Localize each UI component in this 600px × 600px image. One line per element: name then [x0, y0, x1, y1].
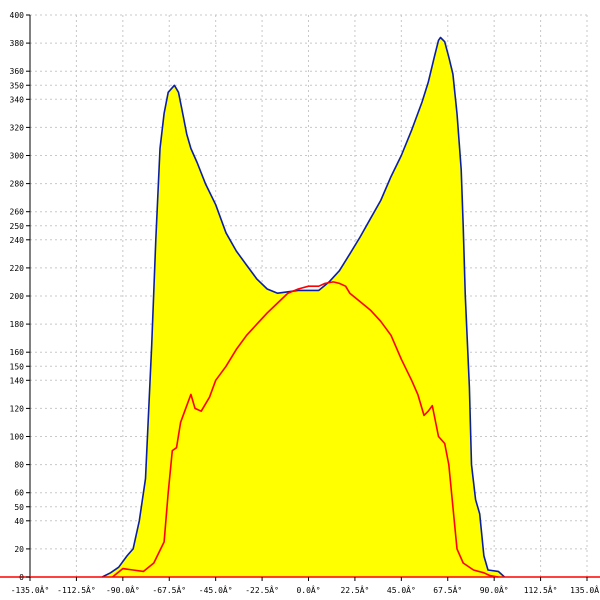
y-tick-label: 400: [10, 11, 25, 20]
series-1-line: [111, 281, 499, 578]
x-tick-label: -90.0Â°: [106, 584, 140, 595]
series-0-area: [102, 37, 505, 577]
y-tick-label: 380: [10, 39, 25, 48]
y-tick-label: 180: [10, 320, 25, 329]
y-tick-label: 140: [10, 376, 25, 385]
y-tick-label: 300: [10, 152, 25, 161]
y-tick-label: 320: [10, 123, 25, 132]
y-tick-label: 360: [10, 67, 25, 76]
y-tick-label: 80: [14, 461, 24, 470]
y-tick-label: 100: [10, 433, 25, 442]
y-tick-label: 0: [19, 573, 24, 582]
x-tick-label: 112.5Â°: [524, 584, 558, 595]
x-tick-label: -112.5Â°: [57, 584, 96, 595]
y-tick-label: 340: [10, 95, 25, 104]
y-tick-label: 120: [10, 404, 25, 413]
x-tick-label: 45.0Â°: [387, 584, 416, 595]
y-tick-label: 50: [14, 503, 24, 512]
y-tick-label: 280: [10, 180, 25, 189]
y-tick-label: 60: [14, 489, 24, 498]
y-tick-label: 260: [10, 208, 25, 217]
x-tick-label: -135.0Â°: [11, 584, 50, 595]
y-tick-label: 240: [10, 236, 25, 245]
x-tick-label: -67.5Â°: [152, 584, 186, 595]
y-tick-label: 160: [10, 348, 25, 357]
y-tick-label: 220: [10, 264, 25, 273]
y-tick-label: 150: [10, 362, 25, 371]
y-tick-label: 200: [10, 292, 25, 301]
x-tick-label: 90.0Â°: [480, 584, 509, 595]
x-tick-label: 22.5Â°: [340, 584, 369, 595]
x-tick-label: -45.0Â°: [199, 584, 233, 595]
x-tick-label: 135.0Â°: [570, 584, 600, 595]
tick-labels: -135.0Â° -112.5Â° -90.0Â° -67.5Â° -45.0Â° -22…: [10, 11, 600, 595]
y-tick-label: 40: [14, 517, 24, 526]
y-tick-label: 20: [14, 545, 24, 554]
axes: [0, 14, 600, 581]
x-tick-label: 0.0Â°: [296, 584, 320, 595]
y-tick-label: 350: [10, 81, 25, 90]
x-tick-label: -22.5Â°: [245, 584, 279, 595]
series-0-line: [101, 36, 506, 578]
x-tick-label: 67.5Â°: [433, 584, 462, 595]
series-layer: [101, 36, 506, 578]
y-tick-label: 250: [10, 222, 25, 231]
